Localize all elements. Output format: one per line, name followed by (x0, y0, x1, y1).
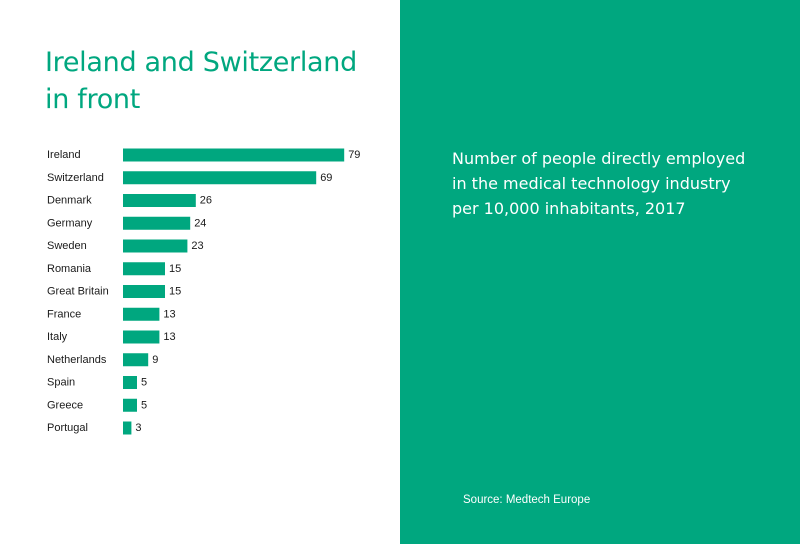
bar-value-label: 79 (348, 149, 360, 161)
chart-title-line-1: Ireland and Switzerland (45, 47, 357, 78)
category-label: Portugal (47, 422, 88, 434)
bar (123, 330, 160, 344)
category-label: Greece (47, 399, 83, 411)
bar (123, 353, 149, 367)
bar-value-label: 26 (200, 195, 212, 207)
chart-panel: Ireland and Switzerland in front Ireland… (45, 44, 361, 435)
bar (123, 148, 345, 162)
bar (123, 285, 165, 298)
description-line-2: in the medical technology industry (452, 174, 731, 193)
category-label: Romania (47, 263, 92, 275)
bar-value-label: 5 (141, 377, 147, 389)
bar-value-label: 15 (169, 263, 181, 275)
bar-value-label: 15 (169, 286, 181, 298)
category-label: Denmark (47, 195, 92, 207)
chart-title-line-2: in front (45, 84, 141, 115)
bar (123, 307, 160, 321)
description-line-3: per 10,000 inhabitants, 2017 (452, 199, 686, 218)
bar-chart: Ireland 79 Switzerland 69 Denmark 26 Germany 24… (47, 148, 360, 435)
category-label: Great Britain (47, 286, 109, 298)
bar (123, 262, 165, 276)
bar (123, 171, 317, 185)
category-label: Netherlands (47, 354, 107, 366)
category-label: France (47, 308, 81, 320)
source-note: Source: Medtech Europe (463, 494, 591, 506)
chart-description: Number of people directly employed in th… (452, 146, 782, 221)
bar (123, 398, 137, 412)
category-label: Italy (47, 331, 68, 343)
bar (123, 421, 132, 435)
bar (123, 216, 191, 230)
category-label: Sweden (47, 240, 87, 252)
bar-value-label: 13 (163, 331, 175, 343)
bar-value-label: 24 (194, 217, 206, 229)
bar-value-label: 3 (135, 422, 141, 434)
category-label: Switzerland (47, 172, 104, 184)
bar (123, 239, 188, 253)
bar-value-label: 23 (191, 240, 203, 252)
description-line-1: Number of people directly employed (452, 149, 746, 168)
category-label: Spain (47, 377, 75, 389)
info-panel: Number of people directly employed in th… (400, 0, 800, 544)
category-label: Ireland (47, 149, 81, 161)
bar-value-label: 69 (320, 172, 332, 184)
bar (123, 376, 137, 389)
bar-value-label: 13 (163, 308, 175, 320)
bar-value-label: 9 (152, 354, 158, 366)
category-label: Germany (47, 217, 93, 229)
bar (123, 194, 196, 207)
chart-title: Ireland and Switzerland in front (45, 44, 357, 118)
bar-value-label: 5 (141, 399, 147, 411)
